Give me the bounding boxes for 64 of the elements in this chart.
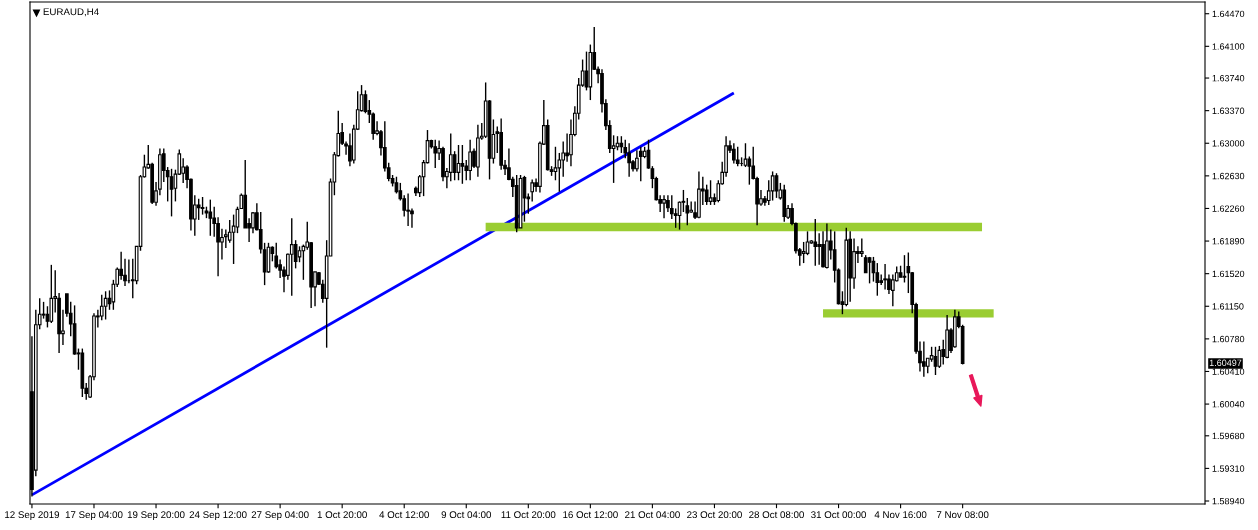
y-tick-label: 1.63740 bbox=[1212, 75, 1245, 82]
x-tick-label: 19 Sep 20:00 bbox=[127, 511, 185, 521]
y-tick-label: 1.60040 bbox=[1212, 401, 1245, 408]
candlestick bbox=[301, 243, 306, 281]
x-tick-label: 7 Nov 08:00 bbox=[936, 511, 989, 519]
candlestick bbox=[49, 264, 54, 324]
candlestick bbox=[103, 290, 108, 321]
candlestick bbox=[530, 178, 535, 203]
y-tick-label: 1.62260 bbox=[1212, 205, 1245, 212]
x-tick-label: 1 Oct 20:00 bbox=[317, 511, 367, 519]
y-tick-label: 1.62630 bbox=[1212, 172, 1245, 180]
y-tick-label: 1.59310 bbox=[1212, 465, 1245, 472]
candlestick bbox=[433, 139, 438, 169]
text: 1.60497 bbox=[1209, 359, 1242, 366]
candlestick bbox=[732, 142, 736, 165]
candlestick bbox=[821, 230, 825, 269]
candlestick bbox=[902, 254, 907, 284]
candlestick bbox=[813, 218, 818, 267]
candlestick bbox=[801, 241, 806, 264]
candlestick bbox=[883, 263, 887, 291]
candlestick bbox=[708, 179, 713, 206]
candlestick bbox=[289, 217, 294, 297]
candlestick bbox=[406, 192, 410, 227]
x-tick-label: 9 Oct 04:00 bbox=[441, 511, 492, 519]
candlestick bbox=[859, 237, 864, 258]
candlestick bbox=[662, 194, 666, 219]
y-tick-label: 1.60780 bbox=[1212, 335, 1245, 343]
y-tick-label: 1.61520 bbox=[1212, 270, 1245, 278]
candlestick bbox=[922, 340, 926, 378]
text: EURAUD,H4 bbox=[43, 8, 99, 17]
candlestick bbox=[468, 139, 472, 181]
x-tick-label: 16 Oct 12:00 bbox=[563, 511, 618, 519]
candlestick bbox=[743, 142, 748, 168]
x-tick-label: 24 Sep 12:00 bbox=[189, 511, 247, 521]
x-tick-label: 23 Oct 20:00 bbox=[687, 511, 742, 519]
candlestick bbox=[770, 170, 775, 202]
candlestick bbox=[735, 146, 740, 167]
candlestick bbox=[817, 232, 821, 266]
candlestick bbox=[293, 239, 298, 270]
x-tick-label: 21 Oct 04:00 bbox=[625, 511, 680, 519]
candlestick bbox=[553, 146, 558, 181]
y-tick-label: 1.64470 bbox=[1212, 10, 1245, 18]
x-tick-label: 31 Oct 00:00 bbox=[811, 511, 866, 519]
y-tick-label: 1.64100 bbox=[1212, 43, 1245, 50]
x-tick-label: 11 Oct 20:00 bbox=[501, 511, 556, 519]
x-tick-label: 27 Sep 04:00 bbox=[251, 511, 309, 521]
candlestick bbox=[638, 146, 643, 182]
candlestick bbox=[196, 198, 201, 221]
y-tick-label: 1.63370 bbox=[1212, 107, 1245, 115]
x-tick-label: 28 Oct 08:00 bbox=[749, 511, 804, 519]
y-tick-label: 1.60410 bbox=[1212, 368, 1245, 375]
x-tick-label: 12 Sep 2019 bbox=[5, 511, 60, 521]
y-tick-label: 1.59680 bbox=[1212, 432, 1245, 440]
x-tick-label: 4 Oct 12:00 bbox=[379, 511, 429, 519]
candlestick bbox=[208, 198, 213, 237]
x-tick-label: 17 Sep 04:00 bbox=[65, 511, 123, 521]
candlestick bbox=[627, 142, 631, 178]
candlestick bbox=[181, 157, 186, 184]
y-tick-label: 1.61890 bbox=[1212, 238, 1245, 245]
x-tick-label: 4 Nov 16:00 bbox=[874, 511, 927, 519]
y-tick-label: 1.58940 bbox=[1212, 497, 1245, 505]
y-tick-label: 1.61150 bbox=[1212, 303, 1244, 310]
candlestick bbox=[460, 144, 465, 185]
y-tick-label: 1.63000 bbox=[1212, 140, 1245, 147]
